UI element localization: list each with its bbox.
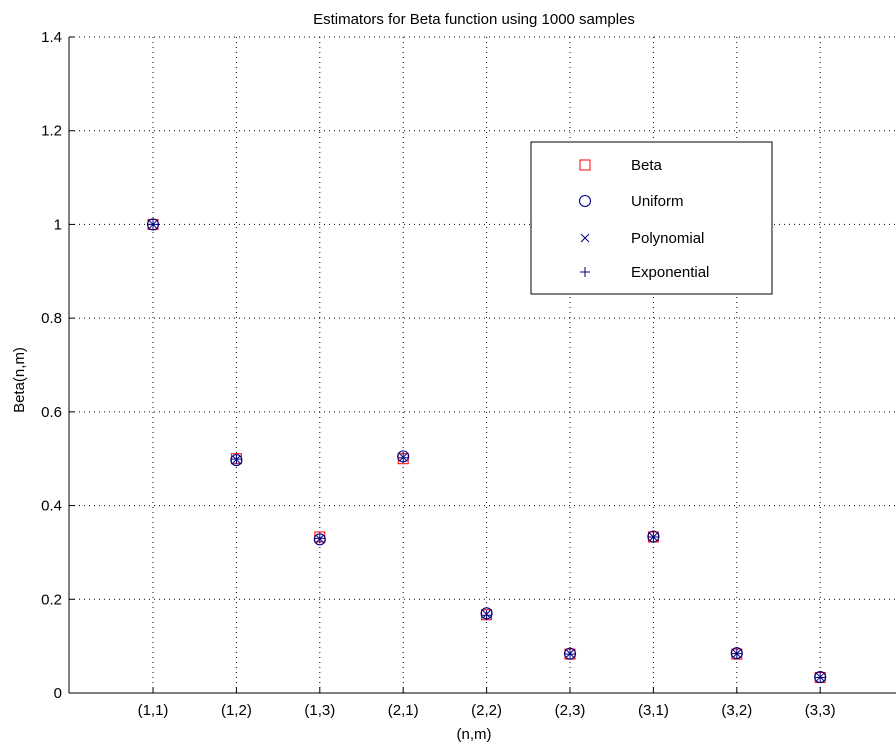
x-tick-label: (1,1) — [138, 702, 169, 719]
x-tick-label: (1,2) — [221, 702, 252, 719]
y-tick-label: 1.4 — [41, 29, 62, 46]
point-exponential — [481, 610, 492, 621]
y-tick-label: 0 — [54, 685, 62, 702]
point-uniform — [146, 218, 160, 231]
point-exponential — [815, 672, 826, 683]
y-tick-label: 0.8 — [41, 310, 62, 327]
x-tick-label: (2,3) — [555, 702, 586, 719]
x-tick-label: (1,3) — [304, 702, 335, 719]
legend-marker-beta — [579, 159, 591, 171]
legend: Beta Uniform Polynomial Exponential — [530, 141, 773, 295]
legend-marker-polynomial — [580, 233, 590, 243]
point-uniform — [647, 530, 660, 543]
x-tick-label: (2,1) — [388, 702, 419, 719]
legend-label-exponential: Exponential — [631, 264, 709, 281]
y-tick-label: 0.4 — [41, 498, 62, 515]
point-exponential — [648, 531, 659, 542]
y-tick-label: 0.2 — [41, 591, 62, 608]
y-tick-label: 1 — [54, 216, 62, 233]
legend-label-beta: Beta — [631, 157, 663, 174]
x-tick-label: (3,3) — [805, 702, 836, 719]
point-uniform — [730, 647, 743, 660]
point-exponential — [565, 649, 575, 660]
axes: 0 0.2 0.4 0.6 0.8 1 1.2 1.4 (1,1) (1,2) (1,3) (2,1)… — [41, 29, 896, 719]
legend-marker-exponential — [580, 267, 590, 277]
y-tick-label: 1.2 — [41, 123, 62, 140]
point-exponential — [148, 219, 158, 230]
point-uniform — [814, 671, 827, 684]
x-axis-label: (n,m) — [457, 726, 492, 743]
x-tick-label: (3,2) — [721, 702, 752, 719]
point-exponential — [314, 533, 325, 544]
point-exponential — [731, 648, 742, 659]
legend-box — [530, 141, 773, 295]
point-exponential — [231, 454, 242, 465]
legend-label-polynomial: Polynomial — [631, 230, 704, 247]
point-exponential — [398, 452, 409, 463]
legend-marker-uniform — [578, 194, 592, 208]
point-uniform — [563, 647, 577, 660]
grid — [69, 36, 896, 693]
legend-label-uniform: Uniform — [631, 193, 684, 210]
x-tick-label: (2,2) — [471, 702, 502, 719]
y-tick-label: 0.6 — [41, 404, 62, 421]
y-axis-label: Beta(n,m) — [11, 347, 28, 413]
x-tick-label: (3,1) — [638, 702, 669, 719]
data-marks — [146, 218, 827, 684]
chart-title: Estimators for Beta function using 1000 … — [313, 11, 635, 28]
